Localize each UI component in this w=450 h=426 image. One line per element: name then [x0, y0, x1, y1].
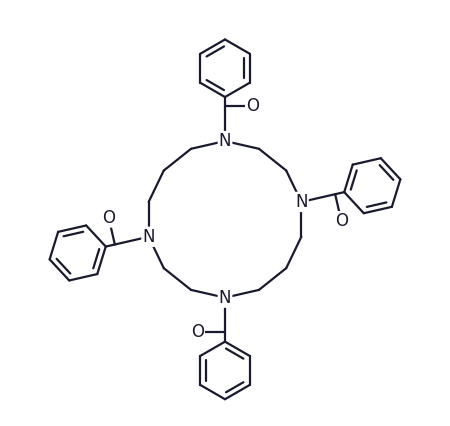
Text: O: O — [335, 212, 348, 230]
Text: N: N — [142, 228, 155, 246]
Text: N: N — [219, 132, 231, 150]
Text: N: N — [219, 289, 231, 307]
Text: N: N — [295, 193, 308, 211]
Text: O: O — [102, 209, 115, 227]
Text: O: O — [191, 323, 204, 341]
Text: O: O — [246, 98, 259, 115]
